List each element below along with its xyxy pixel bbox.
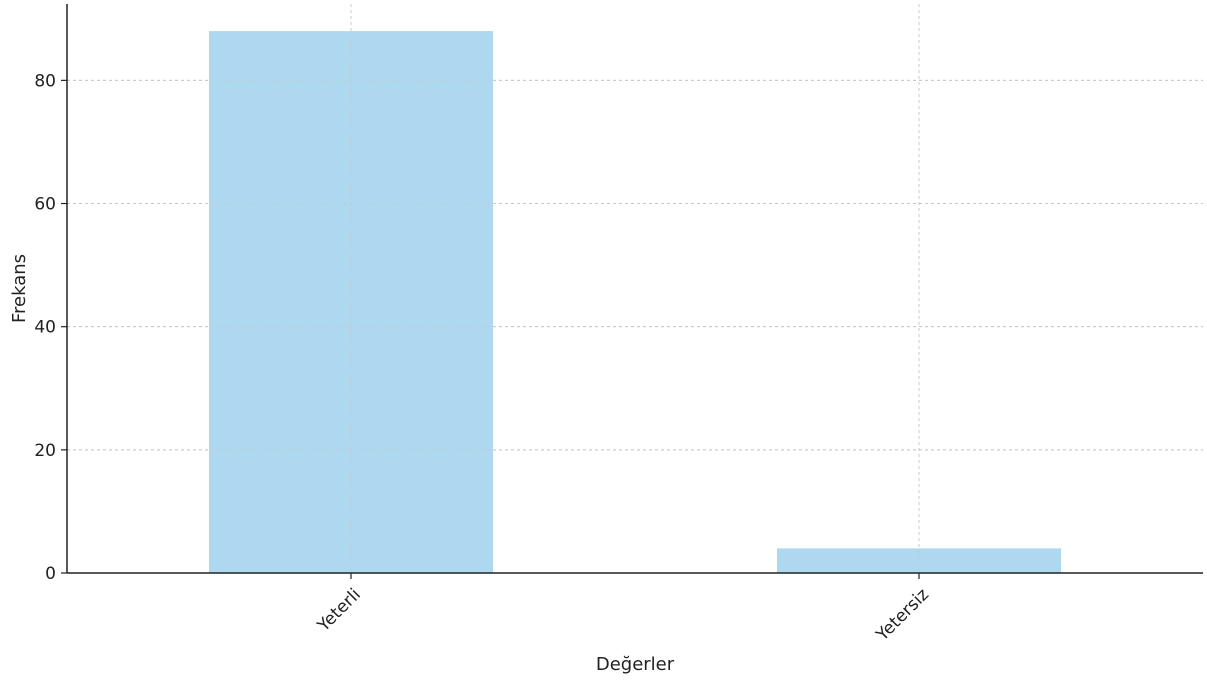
x-tick-label: Yetersiz (872, 585, 933, 646)
y-tick-label: 80 (34, 71, 56, 91)
y-tick-label: 0 (45, 564, 56, 584)
x-ticks: Yeterli Yetersiz (313, 573, 933, 646)
y-axis-title: Frekans (9, 254, 30, 323)
y-ticks: 0 20 40 60 80 (34, 71, 67, 584)
x-axis-title: Değerler (596, 654, 675, 675)
axes (66, 4, 1203, 574)
grid-lines-overlay (67, 4, 1203, 573)
y-tick-label: 40 (34, 318, 56, 338)
y-tick-label: 20 (34, 441, 56, 461)
x-tick-label: Yeterli (313, 585, 365, 637)
y-tick-label: 60 (34, 195, 56, 215)
bar-yeterli (209, 31, 493, 574)
bars (209, 31, 1061, 574)
